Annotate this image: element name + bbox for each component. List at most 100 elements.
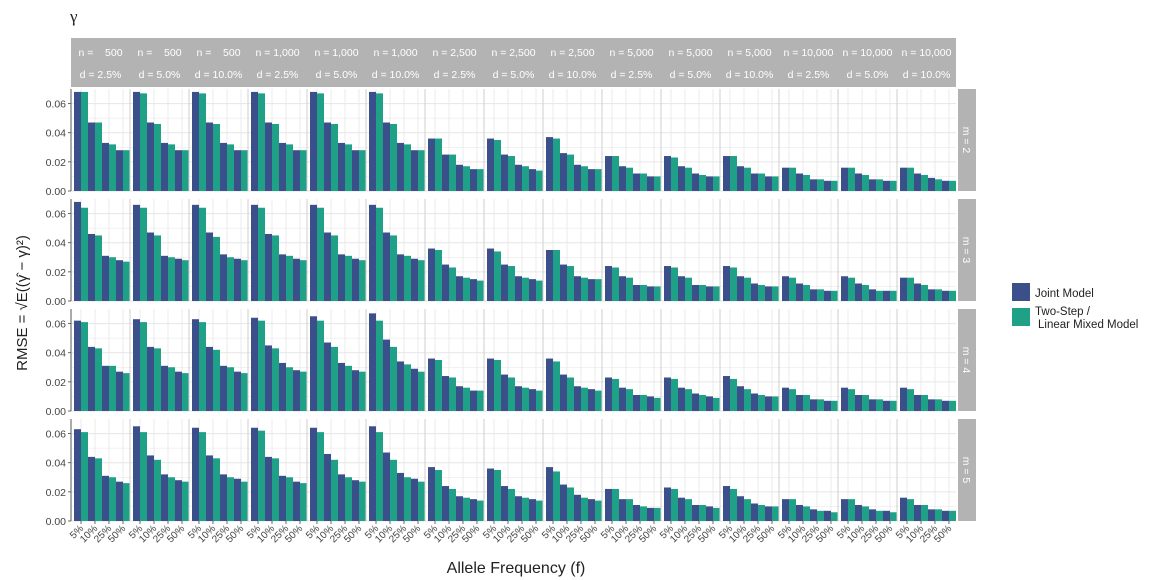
bar-joint [383,232,390,301]
bar-twostep [123,373,130,411]
bar-joint [501,374,508,411]
bar-joint [369,313,376,411]
bar-joint [529,279,536,301]
bar-joint [428,248,435,301]
bar-joint [796,283,803,301]
bar-joint [855,394,862,411]
bar-twostep [699,394,706,411]
bar-twostep [772,506,779,521]
bar-joint [251,204,258,301]
bar-joint [588,499,595,521]
bar-twostep [258,320,265,411]
column-strip-n: n = 1,000 [314,47,358,59]
bar-twostep [685,389,692,411]
bar-twostep [935,289,942,301]
bar-twostep [286,144,293,191]
bar-twostep [477,280,484,301]
bar-twostep [300,260,307,301]
bar-twostep [109,477,116,521]
y-tick-label: 0.00 [46,406,67,418]
bar-joint [279,254,286,301]
bar-joint [442,486,449,521]
bar-joint [841,499,848,521]
bar-twostep [494,360,501,411]
bar-joint [293,150,300,191]
bar-twostep [862,284,869,301]
column-strip-n: n = 2,500 [432,47,476,59]
bar-joint [74,320,81,411]
bar-joint [588,279,595,301]
bar-twostep [435,138,442,191]
bar-joint [765,396,772,411]
bar-twostep [553,250,560,301]
bar-joint [133,426,140,521]
bar-joint [737,276,744,301]
bar-joint [265,456,272,521]
column-strip-d: d = 2.5% [788,69,830,81]
bar-twostep [685,499,692,521]
bar-joint [369,426,376,521]
bar-joint [841,276,848,301]
bar-joint [251,91,258,191]
bar-twostep [890,400,897,411]
bar-twostep [803,506,810,521]
bar-twostep [213,123,220,191]
bar-joint [310,427,317,521]
bar-twostep [418,481,425,521]
column-strip-n: n = 5,000 [609,47,653,59]
bar-joint [397,361,404,411]
column-strip-n: n = 5,000 [668,47,712,59]
bar-joint [782,499,789,521]
legend-swatch-twostep [1012,308,1030,326]
bar-twostep [817,510,824,521]
bar-joint [869,509,876,521]
bar-joint [706,176,713,191]
plot-area: n = 500 d = 2.5% n = 500 d = 5.0% n = 500 d =… [46,38,976,545]
bar-joint [928,177,935,191]
bar-twostep [404,364,411,411]
column-strip-d: d = 2.5% [257,69,299,81]
bar-twostep [522,387,529,411]
bar-joint [588,169,595,191]
legend-label-twostep: Two-Step / Linear Mixed Model [1035,306,1138,331]
bar-twostep [789,499,796,521]
bar-twostep [699,174,706,191]
bar-joint [546,358,553,411]
bar-twostep [508,488,515,521]
bar-joint [456,276,463,301]
bar-joint [546,137,553,191]
bar-joint [116,260,123,301]
bar-joint [515,496,522,521]
bar-joint [456,386,463,411]
bar-twostep [567,377,574,411]
bar-joint [192,91,199,191]
bar-joint [546,250,553,301]
bar-joint [869,289,876,301]
bar-twostep [109,365,116,411]
bar-twostep [744,389,751,411]
bar-joint [324,232,331,301]
bar-joint [74,91,81,191]
bar-twostep [109,257,116,301]
bar-twostep [536,280,543,301]
bar-joint [678,276,685,301]
bar-twostep [154,348,161,411]
bar-joint [751,503,758,521]
bar-twostep [390,123,397,191]
bar-twostep [848,389,855,411]
column-strip-n: n = 1,000 [255,47,299,59]
bar-joint [161,255,168,301]
bar-twostep [477,390,484,411]
row-strip-bg [958,199,976,301]
bar-twostep [612,488,619,521]
bar-joint [869,179,876,191]
bar-twostep [713,286,720,301]
bar-joint [605,488,612,521]
bar-twostep [508,377,515,411]
bar-twostep [699,504,706,521]
bar-joint [456,496,463,521]
bar-joint [810,399,817,411]
y-tick-label: 0.02 [46,157,67,169]
bar-joint [782,276,789,301]
bar-joint [251,427,258,521]
